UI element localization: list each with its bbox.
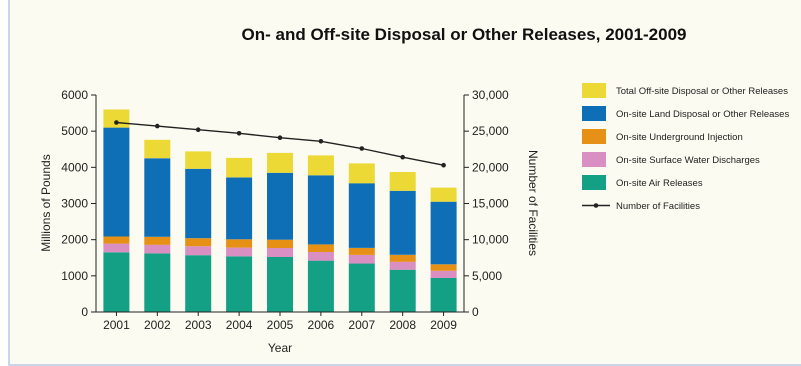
legend-label-s3: On-site Land Disposal or Other Releases — [616, 109, 789, 120]
y2-tick-label: 30,000 — [472, 88, 509, 102]
bar-segment-2005-s4 — [267, 152, 293, 173]
bar-segment-2009-s4 — [430, 187, 457, 202]
legend-swatch-s3 — [582, 106, 606, 121]
bar-segment-2003-s1 — [185, 246, 212, 256]
legend-label-line: Number of Facilities — [616, 201, 700, 212]
legend-label-s2: On-site Underground Injection — [616, 132, 743, 143]
x-tick-label: 2008 — [389, 318, 416, 332]
y-tick-label: 3000 — [61, 197, 88, 211]
legend: Total Off-site Disposal or Other Release… — [582, 83, 789, 212]
x-tick-label: 2003 — [185, 318, 212, 332]
chart-frame: On- and Off-site Disposal or Other Relea… — [8, 0, 801, 366]
legend-label-s1: On-site Surface Water Discharges — [616, 155, 760, 166]
bar-segment-2001-s3 — [103, 127, 130, 237]
facilities-point-2002 — [155, 123, 160, 129]
y-tick-label: 4000 — [61, 160, 88, 174]
bar-segment-2004-s0 — [226, 256, 253, 312]
bar-segment-2002-s0 — [144, 253, 171, 312]
bar-segment-2008-s2 — [389, 254, 416, 262]
bar-segment-2003-s2 — [185, 238, 212, 247]
bar-segment-2008-s3 — [389, 190, 416, 255]
bar-segment-2006-s2 — [307, 244, 334, 252]
facilities-point-2009 — [441, 162, 446, 168]
bar-segment-2005-s3 — [267, 172, 293, 240]
y2-tick-label: 25,000 — [472, 124, 509, 138]
legend-line-marker — [593, 203, 599, 208]
y2-tick-label: 10,000 — [472, 233, 509, 247]
y2-tick-label: 15,000 — [472, 197, 509, 211]
y2-tick-label: 0 — [472, 305, 479, 319]
bar-segment-2008-s0 — [389, 269, 416, 312]
bar-segment-2006-s4 — [307, 155, 334, 176]
bar-segment-2007-s1 — [348, 254, 375, 264]
bar-segment-2007-s4 — [348, 163, 375, 184]
bar-segment-2002-s4 — [144, 139, 171, 159]
bar-segment-2008-s1 — [389, 261, 416, 270]
facilities-point-2007 — [359, 146, 365, 151]
y-tick-label: 0 — [81, 305, 88, 319]
legend-swatch-s1 — [582, 152, 606, 167]
chart: On- and Off-site Disposal or Other Relea… — [39, 25, 789, 355]
bar-segment-2009-s3 — [430, 201, 457, 265]
bar-segment-2004-s2 — [226, 239, 253, 248]
bar-segment-2006-s1 — [307, 252, 334, 261]
bar-segment-2003-s3 — [185, 168, 212, 239]
bar-segment-2005-s0 — [267, 257, 293, 312]
y2-tick-label: 20,000 — [472, 160, 509, 174]
y-tick-label: 5000 — [61, 124, 88, 138]
legend-label-s4: Total Off-site Disposal or Other Release… — [616, 86, 788, 97]
x-axis-title: Year — [268, 341, 292, 355]
bar-segment-2002-s2 — [144, 236, 171, 245]
y-axis-title: Millions of Pounds — [39, 154, 53, 251]
bar-segment-2007-s2 — [348, 248, 375, 255]
bar-segment-2003-s0 — [185, 255, 212, 312]
bar-segment-2005-s2 — [267, 239, 293, 248]
x-tick-label: 2007 — [348, 318, 375, 332]
bar-segment-2004-s3 — [226, 177, 253, 240]
bar-segment-2007-s0 — [348, 263, 375, 312]
bar-segment-2001-s2 — [103, 236, 130, 244]
bar-segment-2007-s3 — [348, 183, 375, 248]
line-group — [114, 120, 446, 168]
facilities-point-2001 — [114, 120, 119, 125]
bar-segment-2009-s1 — [430, 270, 457, 278]
bar-segment-2001-s0 — [103, 252, 130, 312]
legend-swatch-s2 — [582, 129, 606, 144]
x-tick-label: 2009 — [430, 318, 457, 332]
y-tick-label: 2000 — [61, 233, 88, 247]
facilities-point-2006 — [318, 139, 324, 144]
x-tick-label: 2005 — [267, 318, 294, 332]
bar-segment-2001-s1 — [103, 243, 130, 253]
chart-title: On- and Off-site Disposal or Other Relea… — [242, 25, 687, 44]
bars-group — [103, 109, 457, 312]
x-tick-label: 2001 — [103, 318, 130, 332]
y-tick-label: 6000 — [61, 88, 88, 102]
facilities-point-2004 — [236, 131, 242, 136]
legend-swatch-s0 — [582, 175, 606, 190]
y2-axis-title: Number of Facilities — [526, 150, 540, 256]
x-tick-label: 2004 — [226, 318, 253, 332]
facilities-point-2003 — [195, 127, 201, 132]
bar-segment-2004-s1 — [226, 247, 253, 257]
legend-swatch-s4 — [582, 83, 606, 98]
bar-segment-2009-s2 — [430, 264, 457, 271]
bar-segment-2008-s4 — [389, 172, 416, 191]
bar-segment-2003-s4 — [185, 151, 212, 169]
bar-segment-2002-s3 — [144, 158, 171, 237]
bar-segment-2009-s0 — [430, 278, 457, 312]
legend-label-s0: On-site Air Releases — [616, 178, 703, 189]
bar-segment-2002-s1 — [144, 244, 171, 254]
bar-segment-2006-s3 — [307, 175, 334, 245]
y-tick-label: 1000 — [61, 269, 88, 283]
bar-segment-2005-s1 — [267, 248, 293, 257]
facilities-point-2008 — [400, 154, 406, 160]
facilities-point-2005 — [277, 135, 283, 140]
bar-segment-2001-s4 — [103, 109, 130, 128]
axes-group: 0 1000 2000 3000 4000 5000 6000 0 5,000 10,000 15,… — [61, 88, 509, 332]
y2-tick-label: 5,000 — [472, 269, 502, 283]
x-tick-label: 2006 — [308, 318, 335, 332]
bar-segment-2006-s0 — [307, 260, 334, 312]
bar-segment-2004-s4 — [226, 157, 253, 178]
x-tick-label: 2002 — [144, 318, 171, 332]
